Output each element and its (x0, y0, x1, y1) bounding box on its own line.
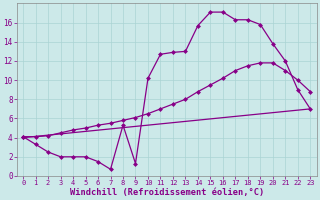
X-axis label: Windchill (Refroidissement éolien,°C): Windchill (Refroidissement éolien,°C) (69, 188, 264, 197)
